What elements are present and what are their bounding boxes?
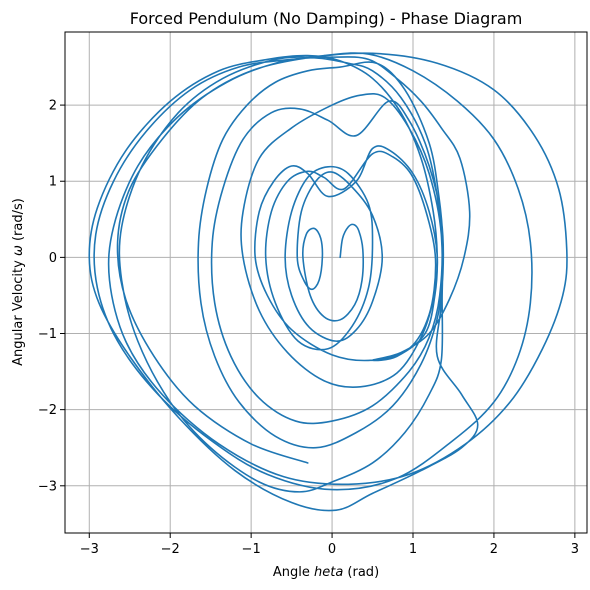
phase-trajectory-line bbox=[88, 52, 568, 512]
tick-layer: −3 −2 −1 0 1 2 3 −3 −2 −1 0 1 2 bbox=[38, 99, 579, 557]
series-layer bbox=[88, 52, 568, 512]
grid-layer bbox=[65, 32, 587, 533]
y-tick-label: 1 bbox=[49, 175, 57, 190]
x-axis-label-symbol: heta bbox=[314, 565, 343, 580]
x-axis-label: Angle heta (rad) bbox=[273, 565, 379, 580]
x-tick-label: −3 bbox=[80, 542, 99, 557]
x-tick-label: 0 bbox=[328, 542, 336, 557]
y-tick-label: 0 bbox=[49, 251, 57, 266]
plot-frame bbox=[64, 31, 588, 534]
y-axis-label-symbol: ω bbox=[11, 245, 26, 256]
y-tick-label: −2 bbox=[38, 403, 57, 418]
y-axis-label-suffix: (rad/s) bbox=[11, 198, 26, 245]
x-tick-label: 2 bbox=[490, 542, 498, 557]
y-axis-label: Angular Velocity ω (rad/s) bbox=[11, 198, 26, 366]
y-axis-label-prefix: Angular Velocity bbox=[11, 256, 26, 366]
y-tick-label: −1 bbox=[38, 327, 57, 342]
chart-title: Forced Pendulum (No Damping) - Phase Dia… bbox=[130, 9, 523, 28]
x-axis-label-prefix: Angle bbox=[273, 565, 314, 580]
x-axis-label-suffix: (rad) bbox=[343, 565, 379, 580]
x-tick-label: −1 bbox=[242, 542, 261, 557]
x-tick-label: 1 bbox=[409, 542, 417, 557]
y-tick-label: 2 bbox=[49, 99, 57, 114]
x-tick-label: −2 bbox=[161, 542, 180, 557]
x-tick-label: 3 bbox=[571, 542, 579, 557]
y-tick-label: −3 bbox=[38, 479, 57, 494]
